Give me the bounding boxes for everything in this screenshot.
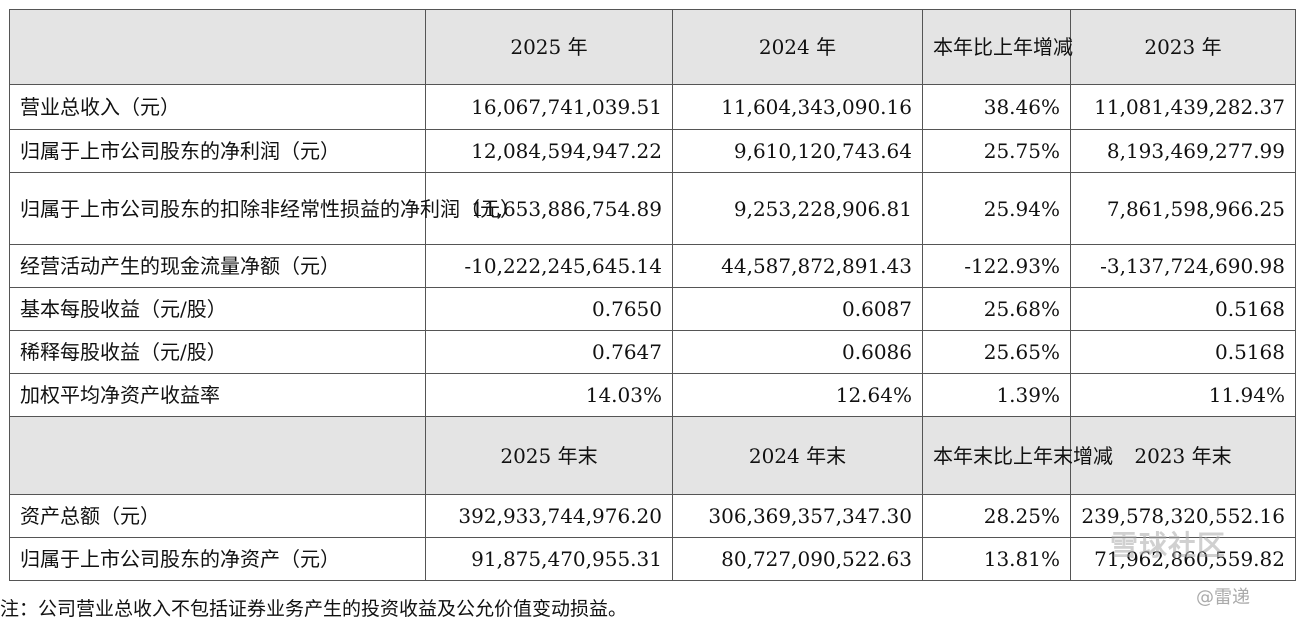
- header-2025: 2025 年: [425, 9, 673, 85]
- value-2024: 80,727,090,522.63: [672, 537, 923, 581]
- row-label: 经营活动产生的现金流量净额（元）: [9, 244, 426, 288]
- subheader-2024-end: 2024 年末: [672, 416, 923, 495]
- subheader-2025-end: 2025 年末: [425, 416, 673, 495]
- value-change: -122.93%: [922, 244, 1071, 288]
- value-2024: 11,604,343,090.16: [672, 84, 923, 130]
- row-label: 归属于上市公司股东的扣除非经常性损益的净利润（元）: [9, 172, 520, 245]
- value-change: 38.46%: [922, 84, 1071, 130]
- value-2025: 0.7647: [425, 330, 673, 374]
- value-2025: 12,084,594,947.22: [425, 129, 673, 173]
- table-row: 营业总收入（元） 16,067,741,039.51 11,604,343,09…: [9, 84, 1296, 130]
- table-row: 资产总额（元） 392,933,744,976.20 306,369,357,3…: [9, 494, 1296, 538]
- table-row: 归属于上市公司股东的扣除非经常性损益的净利润（元） 11,653,886,754…: [9, 172, 1296, 245]
- value-2025: 11,653,886,754.89: [425, 172, 673, 245]
- table-row: 归属于上市公司股东的净利润（元） 12,084,594,947.22 9,610…: [9, 129, 1296, 173]
- value-2025: 14.03%: [425, 373, 673, 417]
- value-2023: 0.5168: [1070, 287, 1296, 331]
- table-row: 基本每股收益（元/股） 0.7650 0.6087 25.68% 0.5168: [9, 287, 1296, 331]
- value-change: 1.39%: [922, 373, 1071, 417]
- value-change: 25.65%: [922, 330, 1071, 374]
- footnote: 注：公司营业总收入不包括证券业务产生的投资收益及公允价值变动损益。: [0, 598, 628, 620]
- header-2024: 2024 年: [672, 9, 923, 85]
- value-2024: 9,253,228,906.81: [672, 172, 923, 245]
- value-2023: 11,081,439,282.37: [1070, 84, 1296, 130]
- row-label: 归属于上市公司股东的净利润（元）: [9, 129, 426, 173]
- table-header-row: 2025 年 2024 年 本年比上年增减 2023 年: [9, 9, 1296, 85]
- value-2025: 91,875,470,955.31: [425, 537, 673, 581]
- value-change: 25.68%: [922, 287, 1071, 331]
- row-label: 加权平均净资产收益率: [9, 373, 426, 417]
- value-2023: -3,137,724,690.98: [1070, 244, 1296, 288]
- header-yoy-change: 本年比上年增减: [922, 9, 1073, 85]
- value-2025: -10,222,245,645.14: [425, 244, 673, 288]
- value-2024: 0.6086: [672, 330, 923, 374]
- value-change: 25.75%: [922, 129, 1071, 173]
- value-2024: 306,369,357,347.30: [672, 494, 923, 538]
- value-change: 28.25%: [922, 494, 1071, 538]
- row-label: 营业总收入（元）: [9, 84, 426, 130]
- value-2024: 44,587,872,891.43: [672, 244, 923, 288]
- row-label: 资产总额（元）: [9, 494, 426, 538]
- header-blank-cell: [9, 9, 426, 85]
- value-change: 25.94%: [922, 172, 1071, 245]
- watermark-logo: 雪球社区: [1110, 529, 1227, 562]
- value-2023: 239,578,320,552.16: [1070, 494, 1296, 538]
- table-row: 归属于上市公司股东的净资产（元） 91,875,470,955.31 80,72…: [9, 537, 1296, 581]
- value-2025: 16,067,741,039.51: [425, 84, 673, 130]
- value-2024: 12.64%: [672, 373, 923, 417]
- financial-summary-table: 2025 年 2024 年 本年比上年增减 2023 年 营业总收入（元） 16…: [9, 9, 1296, 581]
- value-2025: 392,933,744,976.20: [425, 494, 673, 538]
- value-2024: 0.6087: [672, 287, 923, 331]
- row-label: 基本每股收益（元/股）: [9, 287, 426, 331]
- header-2023: 2023 年: [1070, 9, 1296, 85]
- table-row: 经营活动产生的现金流量净额（元） -10,222,245,645.14 44,5…: [9, 244, 1296, 288]
- value-change: 13.81%: [922, 537, 1071, 581]
- value-2023: 11.94%: [1070, 373, 1296, 417]
- value-2023: 7,861,598,966.25: [1070, 172, 1296, 245]
- subheader-blank-cell: [9, 416, 426, 495]
- value-2023: 71,962,860,559.82: [1070, 537, 1296, 581]
- value-2024: 9,610,120,743.64: [672, 129, 923, 173]
- row-label: 稀释每股收益（元/股）: [9, 330, 426, 374]
- table-row: 加权平均净资产收益率 14.03% 12.64% 1.39% 11.94%: [9, 373, 1296, 417]
- watermark-author: @雷递: [1196, 587, 1250, 608]
- subheader-yoy-change: 本年末比上年末增减: [922, 416, 1113, 495]
- value-2023: 8,193,469,277.99: [1070, 129, 1296, 173]
- value-2025: 0.7650: [425, 287, 673, 331]
- row-label: 归属于上市公司股东的净资产（元）: [9, 537, 426, 581]
- table-row: 稀释每股收益（元/股） 0.7647 0.6086 25.65% 0.5168: [9, 330, 1296, 374]
- table-subheader-row: 2025 年末 2024 年末 本年末比上年末增减 2023 年末: [9, 416, 1296, 495]
- value-2023: 0.5168: [1070, 330, 1296, 374]
